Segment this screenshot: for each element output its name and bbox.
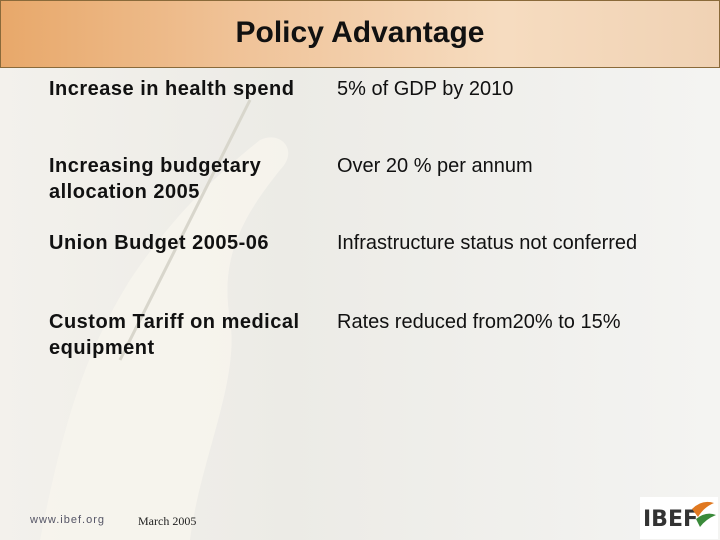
row-label: Increasing budgetary allocation 2005 <box>49 155 262 203</box>
logo-mark <box>692 501 716 527</box>
footer-date: March 2005 <box>138 514 197 528</box>
row-label: Union Budget 2005-06 <box>49 232 270 254</box>
row-value: Infrastructure status not conferred <box>337 232 638 254</box>
logo: IBEF <box>640 497 718 539</box>
logo-text: IBEF <box>643 507 699 532</box>
background-glove <box>40 99 289 540</box>
title: Policy Advantage <box>235 16 485 49</box>
row-value: Rates reduced from20% to 15% <box>337 311 621 333</box>
row-label: Increase in health spend <box>49 78 295 100</box>
row-value: 5% of GDP by 2010 <box>337 78 514 100</box>
footer-site: www.ibef.org <box>30 514 105 526</box>
row-label: Custom Tariff on medical equipment <box>49 311 300 359</box>
row-value: Over 20 % per annum <box>337 155 533 177</box>
title-bar <box>0 0 720 68</box>
